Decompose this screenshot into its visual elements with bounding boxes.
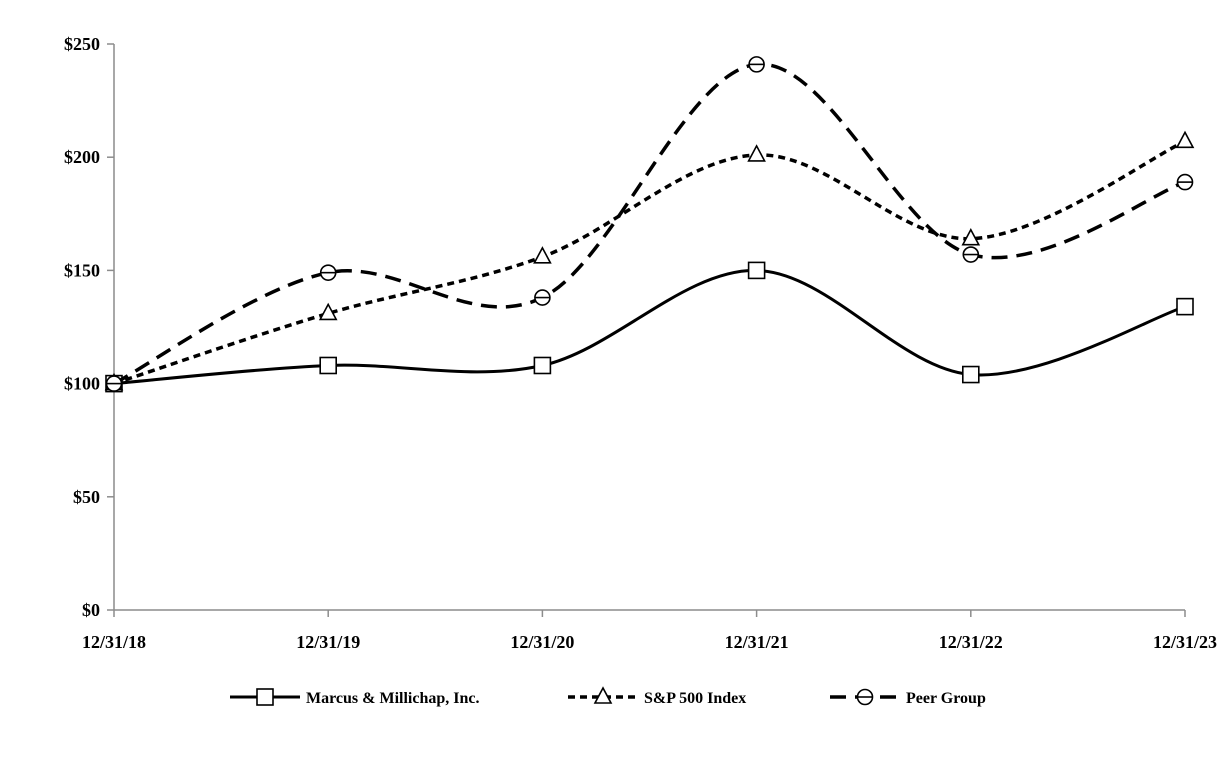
x-tick-label: 12/31/21 [725, 632, 789, 652]
legend-label-2: Peer Group [906, 690, 986, 707]
legend-label-1: S&P 500 Index [644, 690, 746, 707]
series-layer [104, 56, 1195, 393]
axes: $0 $50 $100 $150 $200 $250 12/31/18 12/31/19 12/… [64, 34, 1217, 652]
y-tick-label: $200 [64, 147, 100, 167]
data-point-2-0 [105, 375, 123, 392]
legend-item-0: Marcus & Millichap, Inc. [230, 688, 479, 707]
legend-marker-1 [593, 686, 613, 704]
data-point-1-2 [533, 246, 552, 264]
data-point-0-4 [961, 365, 980, 384]
y-tick-label: $50 [73, 487, 100, 507]
data-point-1-5 [1175, 130, 1195, 149]
legend-item-1: S&P 500 Index [568, 686, 746, 707]
legend-marker-2 [856, 688, 874, 706]
data-point-1-4 [961, 228, 981, 246]
series-line-0 [113, 268, 1186, 386]
data-point-0-5 [1176, 297, 1194, 316]
data-point-2-3 [748, 56, 765, 73]
data-point-2-1 [319, 264, 337, 281]
data-point-2-4 [962, 246, 980, 263]
legend-item-2: Peer Group [830, 688, 986, 707]
y-tick-label: $250 [64, 34, 100, 54]
data-point-1-3 [747, 144, 766, 162]
data-point-0-2 [533, 356, 552, 375]
data-point-2-5 [1176, 173, 1194, 191]
legend: Marcus & Millichap, Inc. S&P 500 Index Pee… [230, 686, 986, 707]
y-tick-label: $100 [64, 374, 100, 394]
y-tick-label: $150 [64, 260, 100, 280]
x-tick-label: 12/31/19 [296, 632, 360, 652]
data-point-1-1 [318, 302, 338, 321]
x-tick-label: 12/31/20 [510, 632, 574, 652]
y-tick-label: $0 [82, 600, 100, 620]
x-tick-label: 12/31/18 [82, 632, 146, 652]
legend-label-0: Marcus & Millichap, Inc. [306, 690, 479, 707]
series-line-1 [113, 139, 1186, 386]
data-point-0-3 [747, 261, 766, 280]
x-tick-label: 12/31/23 [1153, 632, 1217, 652]
legend-marker-0 [256, 688, 274, 706]
series-line-2 [113, 62, 1186, 386]
x-tick-label: 12/31/22 [939, 632, 1003, 652]
data-point-0-1 [319, 356, 338, 375]
data-point-2-2 [534, 289, 551, 306]
